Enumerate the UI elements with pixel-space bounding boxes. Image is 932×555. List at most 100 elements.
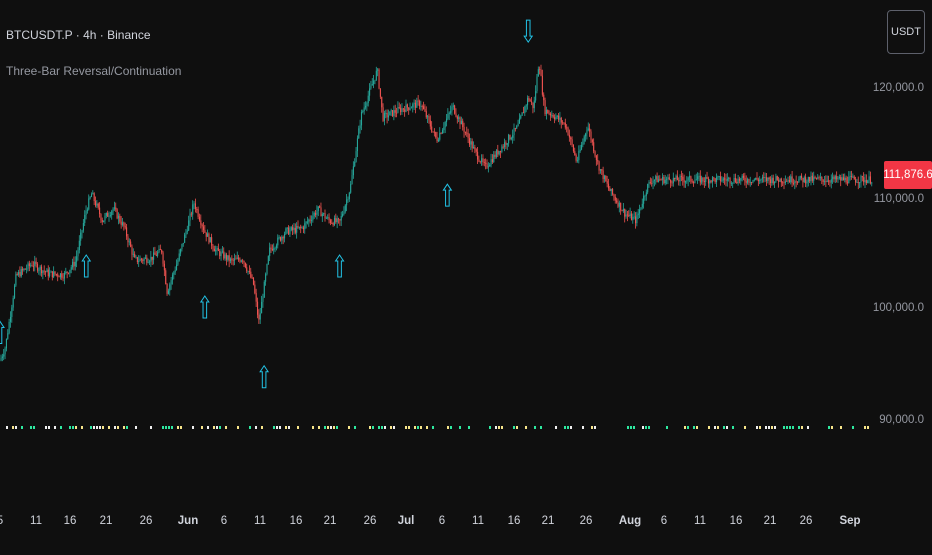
- candle: [170, 280, 172, 285]
- signal-dot: [723, 426, 725, 429]
- candle: [729, 178, 731, 184]
- candle: [543, 94, 545, 101]
- candle: [350, 184, 352, 193]
- candle: [189, 213, 191, 221]
- candle: [730, 183, 732, 184]
- time-label: 26: [363, 515, 377, 527]
- signal-dot: [567, 426, 569, 429]
- price-axis[interactable]: 120,000.0 110,000.0 100,000.0 90,000.0: [872, 0, 932, 550]
- candle: [821, 177, 823, 180]
- candle: [385, 112, 387, 114]
- candle: [65, 271, 67, 273]
- signal-up-arrow: [259, 364, 270, 389]
- candle: [694, 180, 696, 183]
- candle: [270, 247, 272, 249]
- indicator-title[interactable]: Three-Bar Reversal/Continuation: [6, 64, 182, 78]
- candle: [30, 265, 32, 267]
- candle: [111, 211, 113, 216]
- candle: [765, 177, 768, 181]
- candle: [535, 91, 537, 101]
- candle: [743, 175, 745, 178]
- candle: [166, 283, 168, 294]
- candle: [247, 271, 249, 272]
- candle: [594, 151, 596, 156]
- price-label-100000: 100,000.0: [872, 302, 924, 314]
- candle: [343, 211, 345, 215]
- candle: [321, 214, 323, 217]
- candle: [173, 272, 175, 275]
- signal-dot: [630, 426, 632, 429]
- candle: [632, 216, 634, 221]
- candle: [382, 107, 384, 121]
- candle: [603, 175, 606, 179]
- signal-up-arrow: [199, 295, 210, 319]
- signal-dot: [417, 426, 419, 429]
- candle: [701, 177, 703, 183]
- candle: [842, 177, 844, 181]
- candle: [859, 182, 861, 184]
- candle: [744, 177, 746, 182]
- candle: [737, 178, 739, 184]
- candle: [541, 75, 543, 95]
- candle: [348, 192, 350, 200]
- candle: [35, 261, 37, 265]
- candle: [776, 176, 778, 180]
- price-chart[interactable]: [0, 0, 876, 550]
- candle: [136, 257, 138, 263]
- candle: [462, 120, 464, 128]
- signal-dot: [447, 426, 449, 429]
- candle: [390, 110, 392, 112]
- candle: [647, 183, 649, 193]
- candle: [38, 269, 40, 271]
- candle: [55, 274, 57, 275]
- candle: [59, 273, 61, 278]
- candle: [370, 85, 372, 89]
- candle: [687, 177, 689, 181]
- candle: [617, 202, 619, 207]
- signal-dot: [501, 426, 503, 429]
- candle: [711, 177, 714, 183]
- candle: [150, 256, 152, 262]
- time-label: 16: [729, 515, 743, 527]
- candle: [707, 178, 709, 184]
- candle: [288, 227, 290, 235]
- candle: [783, 182, 785, 184]
- signal-dot: [513, 426, 515, 429]
- candle: [437, 139, 439, 142]
- candle: [138, 261, 140, 263]
- signal-dot: [225, 426, 227, 429]
- signal-dot: [564, 426, 566, 429]
- candle: [473, 146, 475, 149]
- candle: [482, 158, 484, 163]
- symbol-title[interactable]: BTCUSDT.P · 4h · Binance: [6, 28, 151, 42]
- signal-dot: [123, 426, 125, 429]
- candle: [540, 69, 542, 76]
- candle: [119, 215, 121, 222]
- candle: [316, 210, 318, 215]
- candle: [500, 150, 502, 152]
- candle: [471, 141, 473, 149]
- candle: [367, 95, 369, 104]
- candle: [369, 88, 371, 96]
- candle: [50, 271, 52, 273]
- candle: [371, 84, 373, 86]
- chart-canvas[interactable]: BTCUSDT.P · 4h · Binance Three-Bar Rever…: [0, 0, 876, 550]
- candle: [732, 182, 734, 184]
- signal-dot: [756, 426, 758, 429]
- candle: [531, 101, 533, 103]
- candle: [456, 116, 458, 119]
- signal-dot: [327, 426, 329, 429]
- candle: [14, 285, 16, 299]
- candle: [680, 176, 682, 177]
- candle: [342, 214, 344, 216]
- candle: [459, 117, 461, 125]
- candle: [624, 208, 626, 217]
- signal-dot: [378, 426, 380, 429]
- candle: [539, 69, 541, 70]
- candle: [130, 241, 132, 247]
- candle: [73, 261, 75, 267]
- candle: [201, 224, 203, 227]
- candle: [502, 146, 504, 148]
- currency-button[interactable]: USDT: [887, 10, 925, 54]
- candle: [194, 203, 196, 210]
